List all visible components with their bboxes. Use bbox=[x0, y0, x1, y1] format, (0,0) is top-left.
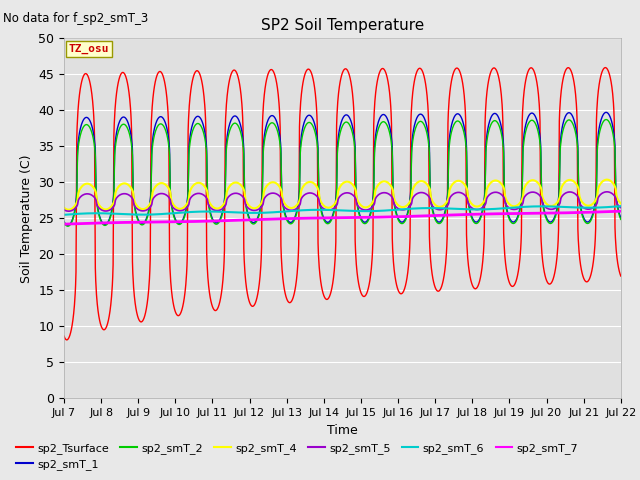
sp2_smT_2 bbox=[184, 200, 191, 205]
sp2_smT_4 bbox=[520, 187, 527, 193]
sp2_smT_5 bbox=[428, 203, 436, 208]
Line: sp2_smT_4: sp2_smT_4 bbox=[64, 180, 621, 210]
Text: No data for f_sp2_smT_3: No data for f_sp2_smT_3 bbox=[3, 12, 148, 25]
sp2_smT_2 bbox=[428, 206, 436, 212]
sp2_smT_2 bbox=[60, 219, 68, 225]
sp2_smT_6 bbox=[520, 204, 527, 210]
sp2_Tsurface bbox=[60, 333, 68, 339]
sp2_smT_4 bbox=[184, 200, 191, 206]
sp2_smT_7 bbox=[183, 219, 191, 225]
sp2_smT_2 bbox=[279, 202, 287, 208]
sp2_smT_2 bbox=[292, 212, 300, 217]
sp2_Tsurface bbox=[568, 70, 575, 75]
sp2_smT_4 bbox=[617, 201, 625, 206]
sp2_smT_4 bbox=[428, 198, 436, 204]
sp2_smT_4 bbox=[65, 207, 72, 213]
sp2_Tsurface bbox=[63, 337, 70, 343]
sp2_smT_2 bbox=[64, 223, 72, 229]
sp2_smT_6 bbox=[183, 209, 191, 215]
sp2_smT_1 bbox=[520, 134, 527, 140]
Line: sp2_smT_2: sp2_smT_2 bbox=[64, 120, 621, 226]
sp2_Tsurface bbox=[428, 271, 436, 277]
Line: sp2_smT_1: sp2_smT_1 bbox=[64, 112, 621, 226]
sp2_smT_5 bbox=[65, 208, 72, 214]
sp2_Tsurface bbox=[292, 278, 300, 284]
Line: sp2_smT_7: sp2_smT_7 bbox=[64, 211, 621, 224]
sp2_smT_7 bbox=[292, 216, 300, 221]
Line: sp2_Tsurface: sp2_Tsurface bbox=[64, 68, 621, 340]
sp2_smT_7 bbox=[60, 221, 68, 227]
sp2_Tsurface bbox=[602, 65, 609, 71]
sp2_smT_2 bbox=[617, 216, 625, 222]
sp2_smT_6 bbox=[60, 212, 68, 217]
X-axis label: Time: Time bbox=[327, 424, 358, 437]
sp2_Tsurface bbox=[520, 92, 527, 97]
sp2_smT_1 bbox=[64, 223, 72, 228]
sp2_smT_7 bbox=[428, 213, 436, 218]
sp2_smT_2 bbox=[520, 140, 527, 146]
sp2_Tsurface bbox=[617, 273, 625, 279]
sp2_smT_2 bbox=[568, 119, 575, 125]
sp2_smT_1 bbox=[428, 204, 436, 210]
sp2_Tsurface bbox=[184, 252, 191, 257]
sp2_smT_1 bbox=[602, 109, 610, 115]
sp2_smT_4 bbox=[279, 197, 287, 203]
sp2_smT_7 bbox=[278, 216, 286, 222]
sp2_smT_5 bbox=[568, 189, 575, 195]
sp2_smT_5 bbox=[184, 204, 191, 210]
sp2_smT_1 bbox=[184, 197, 191, 203]
sp2_smT_4 bbox=[603, 177, 611, 182]
sp2_smT_4 bbox=[568, 178, 575, 183]
sp2_smT_6 bbox=[292, 208, 300, 214]
sp2_smT_1 bbox=[568, 112, 575, 118]
sp2_smT_4 bbox=[60, 205, 68, 211]
sp2_smT_1 bbox=[279, 200, 287, 205]
sp2_smT_5 bbox=[292, 206, 300, 212]
sp2_smT_5 bbox=[60, 207, 68, 213]
sp2_Tsurface bbox=[279, 276, 287, 281]
sp2_smT_5 bbox=[603, 189, 611, 195]
sp2_smT_6 bbox=[278, 209, 286, 215]
Y-axis label: Soil Temperature (C): Soil Temperature (C) bbox=[20, 154, 33, 283]
sp2_smT_5 bbox=[617, 205, 625, 211]
sp2_smT_7 bbox=[617, 208, 625, 214]
sp2_smT_5 bbox=[520, 196, 527, 202]
sp2_smT_1 bbox=[292, 210, 300, 216]
sp2_smT_4 bbox=[292, 203, 300, 208]
sp2_smT_2 bbox=[602, 117, 610, 122]
Line: sp2_smT_6: sp2_smT_6 bbox=[64, 206, 621, 215]
sp2_smT_6 bbox=[617, 204, 625, 209]
sp2_smT_6 bbox=[428, 205, 436, 211]
sp2_smT_7 bbox=[520, 211, 527, 216]
sp2_smT_6 bbox=[568, 204, 575, 210]
Legend: sp2_Tsurface, sp2_smT_1, sp2_smT_2, sp2_smT_4, sp2_smT_5, sp2_smT_6, sp2_smT_7: sp2_Tsurface, sp2_smT_1, sp2_smT_2, sp2_… bbox=[12, 438, 582, 474]
Title: SP2 Soil Temperature: SP2 Soil Temperature bbox=[260, 18, 424, 33]
sp2_smT_1 bbox=[60, 218, 68, 224]
sp2_smT_7 bbox=[568, 210, 575, 216]
Text: TZ_osu: TZ_osu bbox=[68, 44, 109, 54]
sp2_smT_1 bbox=[617, 215, 625, 221]
Line: sp2_smT_5: sp2_smT_5 bbox=[64, 192, 621, 211]
sp2_smT_5 bbox=[279, 202, 287, 208]
